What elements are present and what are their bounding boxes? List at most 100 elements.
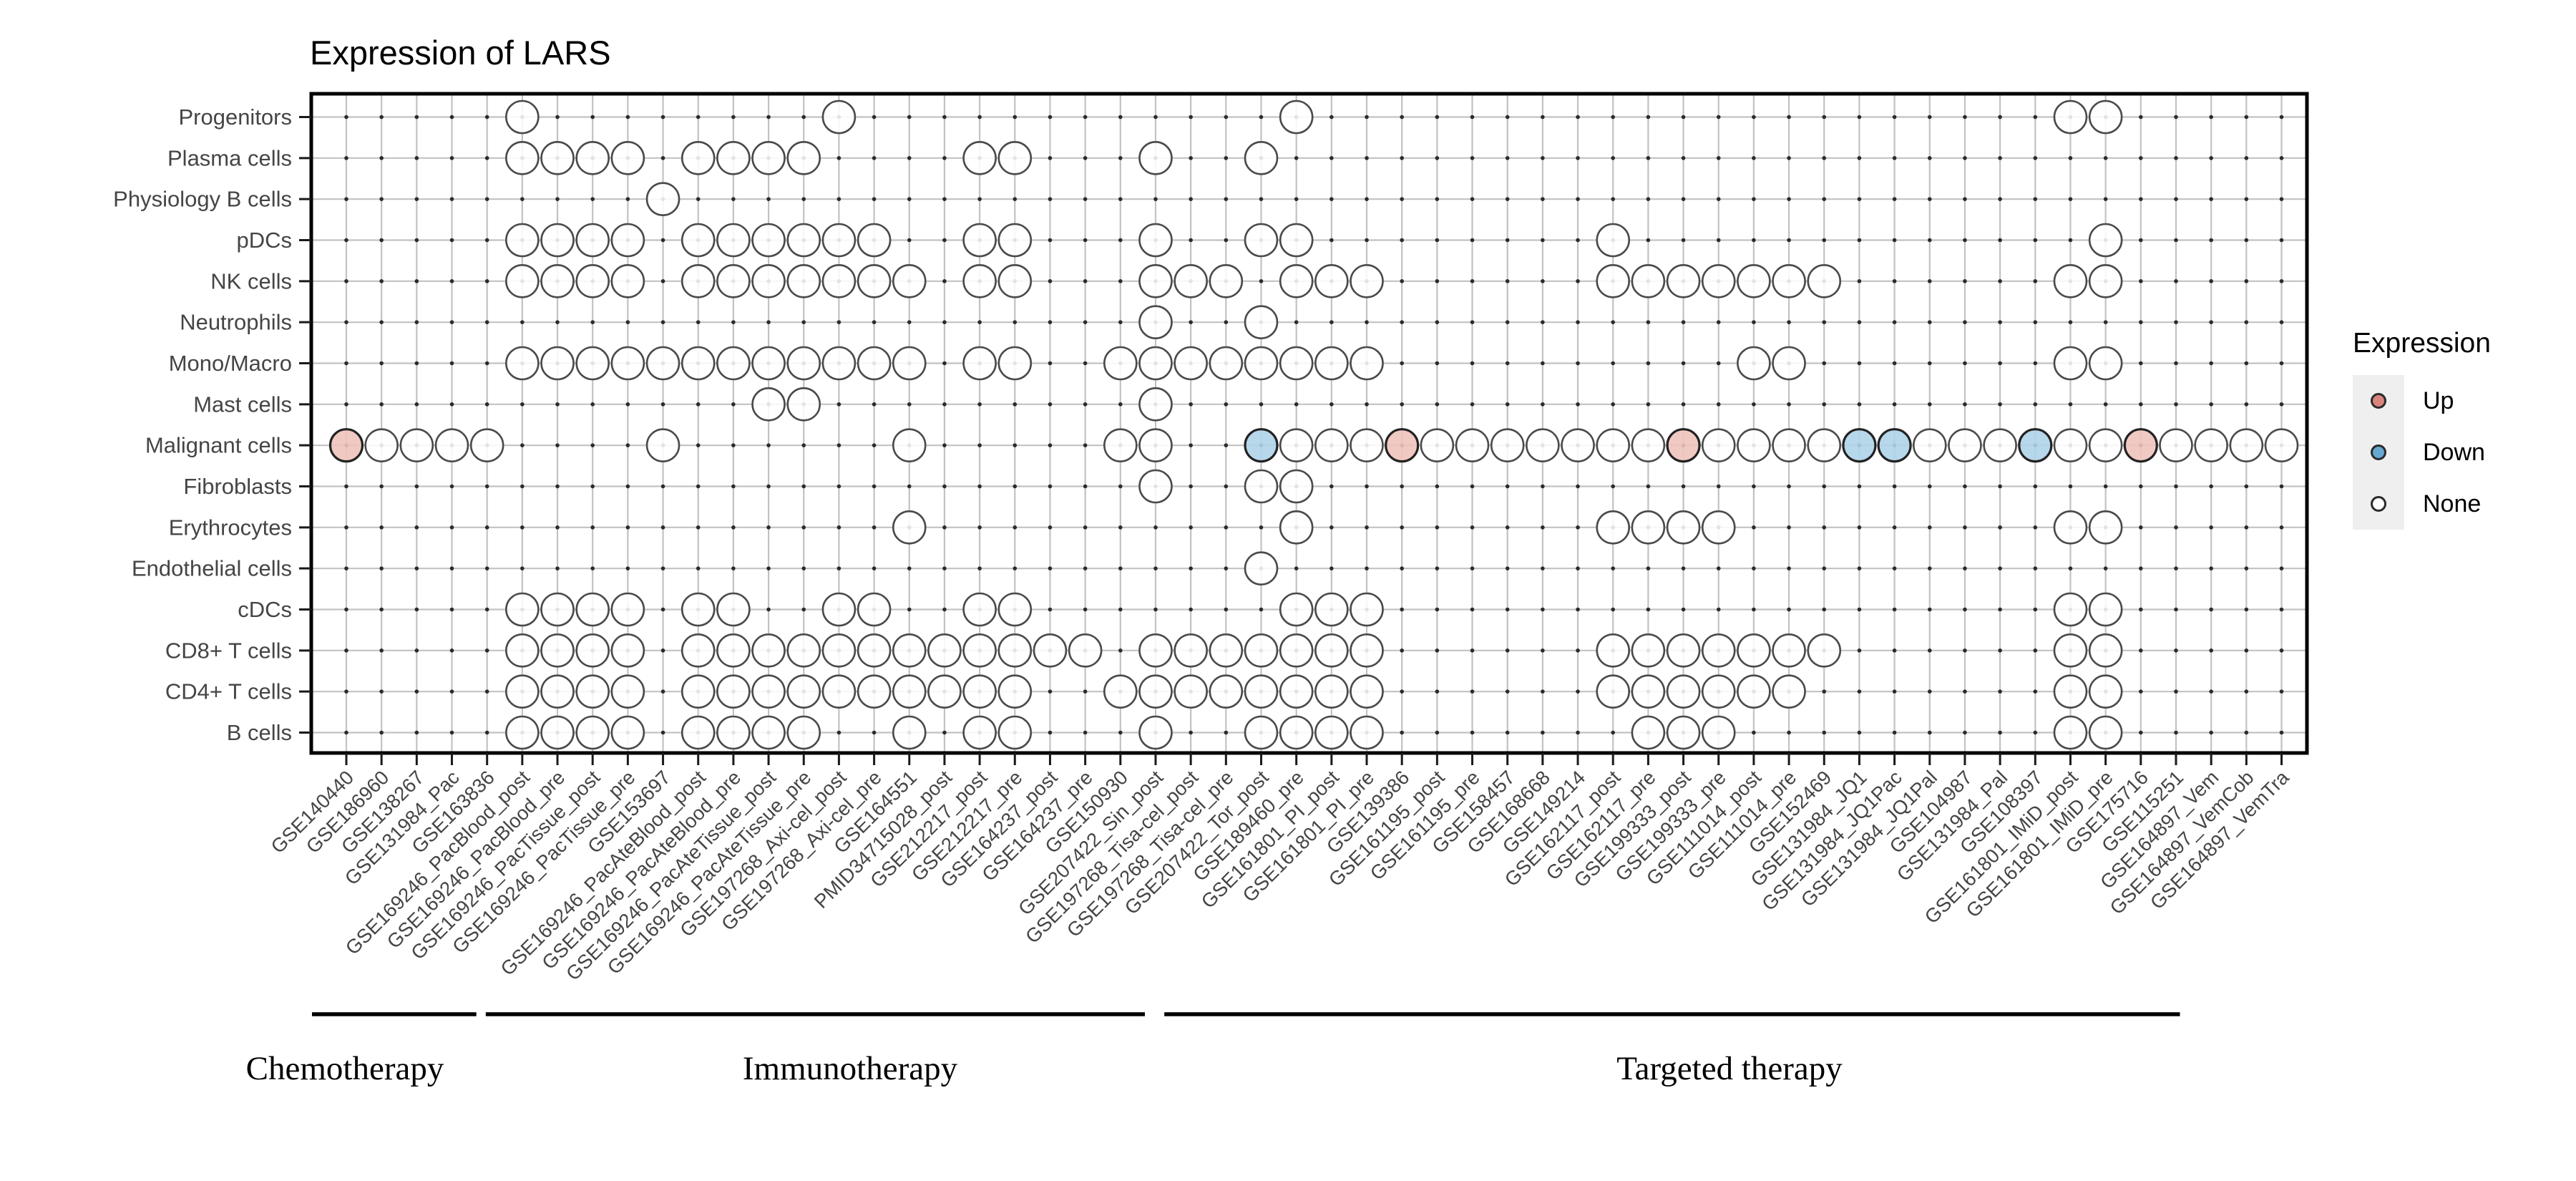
expression-circle-none: [1737, 264, 1771, 298]
legend-item-down: Down: [2353, 427, 2491, 478]
expression-circle-none: [1279, 346, 1314, 381]
expression-circle-none: [610, 674, 645, 709]
expression-circle-none: [1737, 674, 1771, 709]
expression-circle-none: [1631, 715, 1666, 750]
expression-circle-none: [1807, 428, 1842, 462]
expression-circle-none: [997, 633, 1033, 668]
expression-circle-none: [786, 141, 821, 175]
expression-circle-none: [962, 264, 997, 298]
expression-circle-none: [610, 264, 645, 298]
expression-circle-none: [575, 674, 610, 709]
y-axis-label: Mono/Macro: [169, 351, 292, 376]
expression-circle-none: [751, 387, 786, 422]
expression-circle-up: [1666, 428, 1701, 463]
expression-circle-none: [1244, 551, 1279, 585]
expression-circle-none: [821, 99, 857, 135]
expression-circle-none: [540, 346, 575, 381]
expression-circle-none: [1772, 346, 1806, 381]
expression-circle-none: [821, 223, 857, 258]
legend-key: [2353, 478, 2404, 530]
expression-circle-none: [2088, 99, 2123, 135]
expression-circle-none: [540, 674, 575, 709]
legend-title: Expression: [2353, 328, 2491, 359]
expression-circle-none: [1138, 305, 1173, 339]
expression-circle-none: [857, 264, 892, 298]
expression-circle-none: [857, 592, 892, 627]
expression-circle-none: [857, 346, 892, 381]
expression-circle-none: [505, 633, 540, 668]
y-axis-label: Neutrophils: [180, 310, 292, 335]
expression-circle-none: [645, 428, 680, 462]
expression-circle-none: [575, 141, 610, 175]
y-axis-label: NK cells: [210, 268, 292, 293]
expression-circle-none: [680, 633, 716, 668]
expression-circle-none: [892, 510, 927, 545]
expression-circle-none: [1350, 428, 1384, 462]
expression-circle-none: [1279, 674, 1314, 709]
expression-circle-none: [1209, 633, 1244, 668]
expression-circle-none: [821, 346, 857, 381]
expression-circle-none: [751, 141, 786, 175]
expression-circle-none: [645, 346, 680, 381]
expression-circle-none: [680, 223, 716, 258]
expression-circle-none: [1455, 428, 1490, 462]
expression-circle-none: [1596, 633, 1631, 668]
expression-circle-none: [1666, 264, 1701, 298]
expression-circle-none: [2053, 633, 2088, 668]
y-axis-label: CD8+ T cells: [165, 638, 292, 663]
expression-circle-none: [997, 223, 1033, 258]
expression-circle-up: [2123, 428, 2158, 463]
expression-circle-none: [1138, 633, 1173, 668]
expression-circle-none: [857, 674, 892, 709]
expression-circle-none: [505, 264, 540, 298]
expression-circle-none: [1807, 264, 1842, 298]
expression-circle-none: [2088, 592, 2123, 627]
expression-circle-none: [962, 715, 997, 750]
expression-circle-none: [1314, 633, 1349, 668]
y-axis-label: CD4+ T cells: [165, 679, 292, 704]
expression-circle-none: [1244, 674, 1279, 709]
y-axis-label: Endothelial cells: [132, 556, 292, 581]
expression-circle-none: [540, 633, 575, 668]
expression-circle-none: [997, 346, 1033, 381]
expression-circle-none: [1103, 428, 1138, 462]
expression-circle-none: [610, 633, 645, 668]
expression-circle-none: [1138, 346, 1173, 381]
expression-circle-none: [997, 141, 1033, 175]
y-axis-label: Mast cells: [193, 392, 292, 417]
y-axis-label: Plasma cells: [167, 145, 292, 170]
expression-circle-none: [786, 264, 821, 298]
legend-item-label: None: [2423, 490, 2482, 517]
expression-circle-none: [2053, 674, 2088, 709]
expression-circle-none: [1526, 428, 1560, 462]
legend-key: [2353, 427, 2404, 478]
legend-items: Up Down None: [2353, 375, 2491, 530]
expression-circle-none: [1701, 633, 1736, 668]
expression-circle-none: [786, 387, 821, 422]
expression-circle-none: [680, 674, 716, 709]
expression-circle-none: [1314, 264, 1349, 298]
expression-circle-none: [364, 428, 399, 462]
expression-circle-none: [1279, 264, 1314, 298]
legend-key: [2353, 375, 2404, 427]
expression-circle-none: [2088, 510, 2123, 545]
expression-circle-none: [1279, 469, 1314, 504]
expression-circle-none: [680, 592, 716, 627]
expression-circle-none: [645, 182, 680, 216]
none-dot-icon: [2371, 496, 2386, 512]
expression-circle-down: [2018, 428, 2053, 463]
expression-circle-none: [751, 633, 786, 668]
expression-circle-none: [1103, 346, 1138, 381]
expression-circle-none: [716, 592, 751, 627]
expression-circle-none: [1138, 715, 1173, 750]
expression-circle-none: [1737, 428, 1771, 462]
expression-circle-none: [716, 264, 751, 298]
expression-circle-none: [575, 264, 610, 298]
expression-circle-none: [997, 592, 1033, 627]
legend-item-label: Down: [2423, 438, 2485, 466]
expression-circle-none: [997, 264, 1033, 298]
expression-circle-none: [2194, 428, 2228, 462]
y-axis-labels: Progenitors Plasma cells Physiology B cell…: [113, 105, 292, 745]
expression-circle-none: [962, 674, 997, 709]
